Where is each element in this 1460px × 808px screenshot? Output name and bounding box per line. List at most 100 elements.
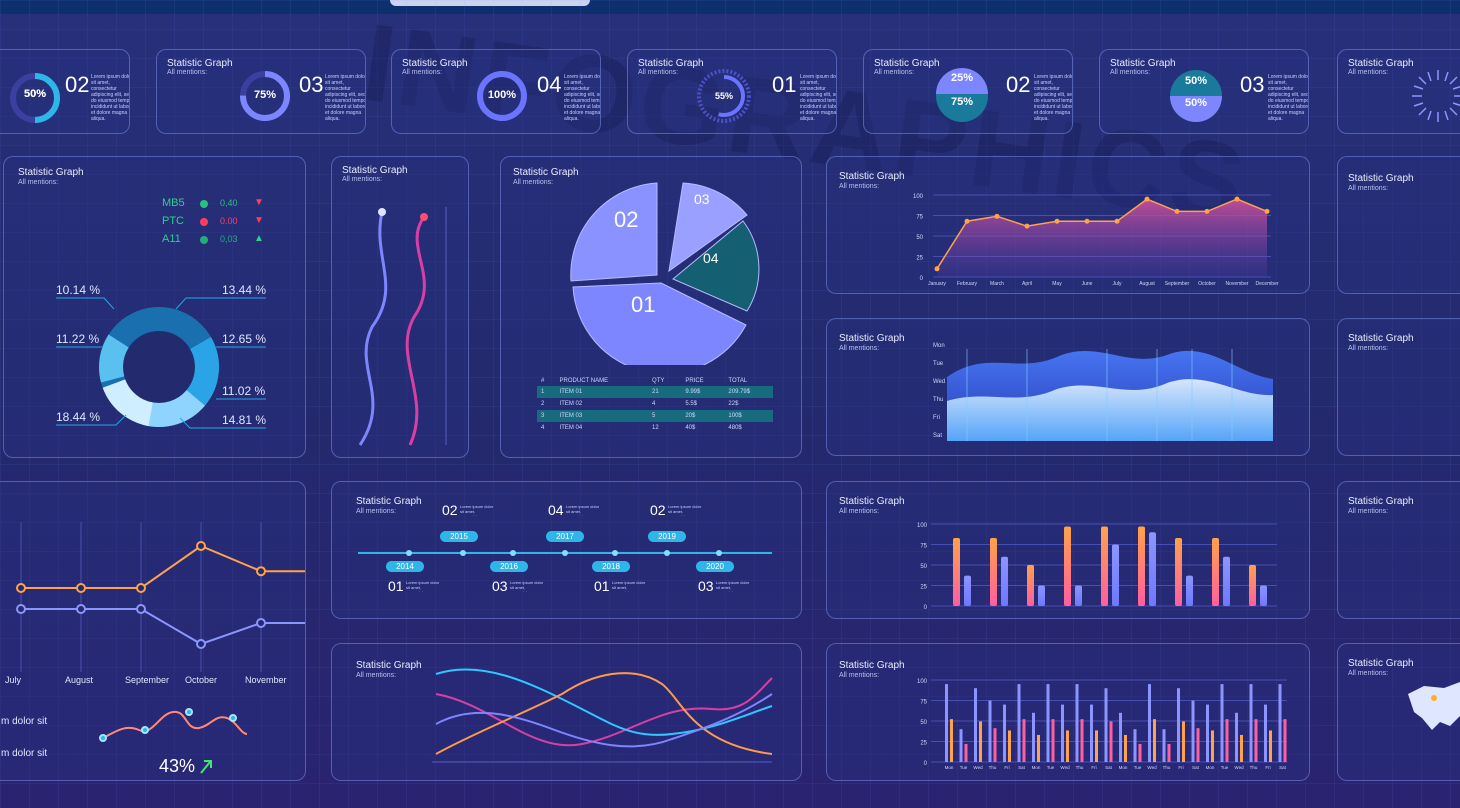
timeline-card[interactable]: Statistic Graph All mentions: 02 Lorem ip… bbox=[331, 481, 802, 619]
card-title: Statistic Graph bbox=[356, 496, 422, 507]
bar bbox=[988, 700, 992, 762]
bar bbox=[1133, 729, 1137, 762]
table-row[interactable]: 3 ITEM 03 5 20$ 100$ bbox=[537, 410, 773, 422]
table-header: PRICE bbox=[685, 378, 704, 384]
data-point bbox=[136, 583, 146, 593]
y-tick-label: 75 bbox=[916, 215, 923, 221]
edge-card-2[interactable]: Statistic Graph All mentions: bbox=[1337, 318, 1460, 456]
legend-label: MB5 bbox=[162, 197, 185, 209]
x-tick-label: Mon bbox=[945, 765, 954, 770]
stat-card-2[interactable]: Statistic Graph All mentions: 75% 03 Lor… bbox=[156, 49, 366, 134]
stat-card-7[interactable]: Statistic Graph All mentions: bbox=[1337, 49, 1460, 134]
x-tick-label: September bbox=[1165, 281, 1190, 287]
bar bbox=[1196, 728, 1200, 762]
timeline-dot bbox=[716, 550, 722, 556]
lorem-text: Lorem ipsum dolor sit amet, consectetur … bbox=[668, 504, 702, 516]
x-tick-label: March bbox=[990, 281, 1004, 287]
bar-chart-weekly-card[interactable]: Statistic Graph All mentions: 100 75 50 25 0… bbox=[826, 643, 1310, 781]
year-badge: 2016 bbox=[490, 561, 528, 572]
y-tick-label: 50 bbox=[920, 564, 927, 570]
timeline-number: 01 bbox=[388, 578, 404, 594]
data-point bbox=[934, 266, 940, 272]
stat-card-3[interactable]: Statistic Graph All mentions: 100% 04 Lo… bbox=[391, 49, 601, 134]
y-tick-label: 0 bbox=[920, 276, 924, 282]
bar bbox=[1153, 719, 1156, 762]
card-subtitle: All mentions: bbox=[356, 672, 397, 679]
x-tick-label: Sat bbox=[1105, 765, 1113, 770]
pie-chart bbox=[570, 182, 760, 365]
donut-label: 11.02 % bbox=[222, 384, 266, 398]
ring-label: 100% bbox=[487, 89, 517, 101]
data-point bbox=[136, 604, 146, 614]
legend-label: PTC bbox=[162, 215, 184, 227]
stat-card-5[interactable]: Statistic Graph All mentions: 25% 75% 02… bbox=[863, 49, 1073, 134]
card-title: Statistic Graph bbox=[638, 58, 704, 69]
donut-card[interactable]: Statistic Graph All mentions: MB5 0,40 ▼ PT… bbox=[3, 156, 306, 458]
year-badge: 2020 bbox=[696, 561, 734, 572]
data-point bbox=[1264, 208, 1270, 214]
area-chart-card[interactable]: Statistic Graph All mentions: 100 75 50 25 0… bbox=[826, 156, 1310, 294]
bar bbox=[1080, 719, 1084, 762]
line-chart-card[interactable]: July August September October November Decemb… bbox=[0, 481, 306, 781]
x-tick-label: November bbox=[245, 675, 287, 685]
stat-card-6[interactable]: Statistic Graph All mentions: 50% 50% 03… bbox=[1099, 49, 1309, 134]
pie-table-card[interactable]: Statistic Graph All mentions: 01 02 03 0… bbox=[500, 156, 802, 458]
wavy-lines-card[interactable]: Statistic Graph All mentions: bbox=[331, 156, 469, 458]
progress-ring bbox=[10, 73, 60, 123]
series-line bbox=[21, 544, 305, 589]
bar-chart-card[interactable]: Statistic Graph All mentions: 100 75 50 25 0 bbox=[826, 481, 1310, 619]
wave-chart-card[interactable]: Statistic Graph All mentions: Mon Tue Wed T… bbox=[826, 318, 1310, 456]
table-row[interactable]: 1 ITEM 01 21 9.99$ 209.79$ bbox=[537, 386, 773, 398]
y-tick-label: Wed bbox=[933, 379, 946, 385]
y-tick-label: Mon bbox=[933, 343, 945, 349]
data-point bbox=[1144, 196, 1150, 202]
edge-card-1[interactable]: Statistic Graph All mentions: bbox=[1337, 156, 1460, 294]
x-tick-label: Mon bbox=[1119, 765, 1128, 770]
timeline-number: 04 bbox=[548, 502, 564, 518]
area-line bbox=[936, 198, 1268, 270]
bar bbox=[945, 684, 948, 762]
legend-value: 0,03 bbox=[220, 234, 238, 244]
multi-line-card[interactable]: Statistic Graph All mentions: bbox=[331, 643, 802, 781]
card-title: Statistic Graph bbox=[1110, 58, 1176, 69]
bar bbox=[1138, 526, 1145, 606]
bar bbox=[1240, 734, 1243, 762]
bar bbox=[1269, 730, 1272, 762]
donut-label: 10.14 % bbox=[56, 283, 101, 297]
table-cell: 21 bbox=[652, 389, 659, 395]
bar bbox=[1095, 730, 1098, 762]
timeline-dot bbox=[510, 550, 516, 556]
table-row[interactable]: 4 ITEM 04 12 40$ 480$ bbox=[537, 422, 773, 434]
bar bbox=[1027, 565, 1034, 606]
edge-card-3[interactable]: Statistic Graph All mentions: bbox=[1337, 481, 1460, 619]
ring-label: 50% bbox=[23, 88, 47, 100]
edge-card-4[interactable]: Statistic Graph All mentions: bbox=[1337, 643, 1460, 781]
stat-card-4[interactable]: Statistic Graph All mentions: 55% 01 Lor… bbox=[627, 49, 837, 134]
card-subtitle: All mentions: bbox=[1348, 185, 1389, 192]
stat-card-1[interactable]: 50% 50% 02 Lorem ipsum dolor sit amet, c… bbox=[0, 49, 130, 134]
timeline-number: 02 bbox=[442, 502, 458, 518]
card-title: Statistic Graph bbox=[874, 58, 940, 69]
y-tick-label: 25 bbox=[916, 256, 923, 262]
table-header: QTY bbox=[652, 378, 665, 384]
x-tick-label: Mon bbox=[1032, 765, 1041, 770]
x-tick-label: February bbox=[957, 281, 978, 287]
title-strip bbox=[390, 0, 590, 6]
data-point bbox=[1174, 208, 1180, 214]
y-tick-label: 50 bbox=[916, 235, 923, 241]
card-subtitle: All mentions: bbox=[342, 176, 383, 183]
area-fill bbox=[937, 199, 1267, 277]
bar bbox=[1038, 585, 1045, 606]
bar bbox=[993, 728, 997, 762]
year-badge: 2017 bbox=[546, 531, 584, 542]
card-subtitle: All mentions: bbox=[513, 179, 554, 186]
year-badge: 2019 bbox=[648, 531, 686, 542]
y-tick-label: Thu bbox=[933, 397, 944, 403]
table-row[interactable]: 2 ITEM 02 4 5.5$ 22$ bbox=[537, 398, 773, 410]
card-subtitle: All mentions: bbox=[1348, 345, 1389, 352]
x-tick-label: January bbox=[928, 281, 946, 287]
bar bbox=[1260, 585, 1267, 606]
bar bbox=[1051, 719, 1055, 762]
donut-leader-lines bbox=[56, 297, 266, 429]
year-badge: 2018 bbox=[592, 561, 630, 572]
